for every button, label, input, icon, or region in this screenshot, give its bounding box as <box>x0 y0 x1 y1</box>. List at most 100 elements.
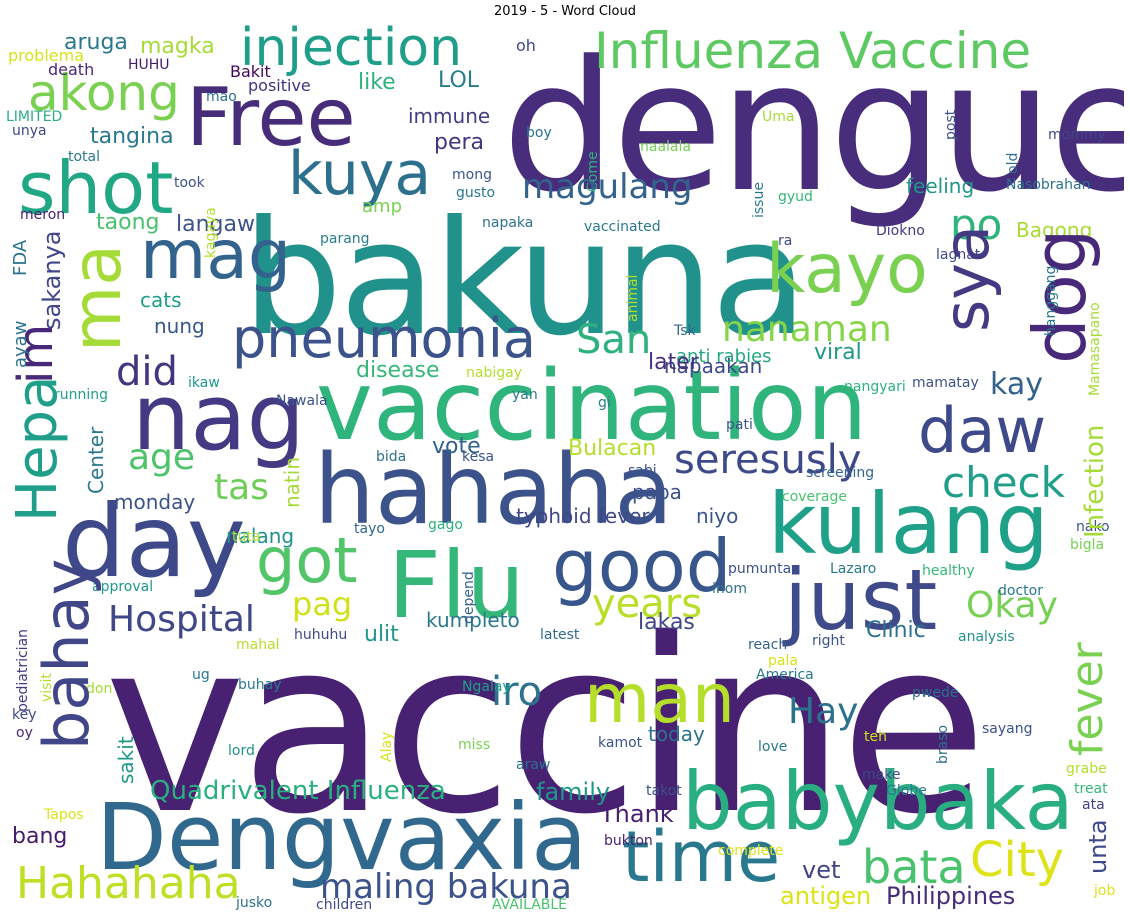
word-vertical: Mamasapano <box>1087 302 1103 396</box>
word-vertical: braso <box>935 724 951 764</box>
word: Nawala <box>276 393 328 409</box>
word: Clinic <box>866 618 926 643</box>
word: ikaw <box>188 375 220 391</box>
word: ulit <box>364 622 399 647</box>
word-vertical: Hepa <box>6 375 70 522</box>
word: kamot <box>598 735 643 751</box>
word: anti rabies <box>676 346 772 367</box>
word-vertical: Come <box>585 151 601 192</box>
word: Hospital <box>108 599 255 640</box>
word: right <box>812 633 845 649</box>
word: lord <box>228 743 255 759</box>
word-vertical: depend <box>461 571 477 624</box>
word: treat <box>1074 781 1108 797</box>
word: like <box>358 70 396 95</box>
word: Tsk <box>674 323 696 339</box>
word: approval <box>92 579 154 595</box>
word-vertical: visit <box>39 673 55 702</box>
word-vertical: sakit <box>114 736 138 784</box>
word: immune <box>408 104 491 128</box>
word: kayo <box>766 230 928 309</box>
word: LIMITED <box>6 109 63 125</box>
word: bigla <box>1070 537 1105 553</box>
word: vote <box>432 434 481 459</box>
word: kumpleto <box>426 608 520 632</box>
word: magulang <box>522 167 693 207</box>
word: vaccine <box>104 587 987 867</box>
word: latest <box>540 627 580 643</box>
word: gago <box>428 517 463 533</box>
word: injection <box>240 22 463 78</box>
word: napaakan <box>664 354 763 378</box>
word: kay <box>990 367 1043 402</box>
word: make <box>862 767 901 783</box>
word: sabi <box>628 463 657 479</box>
word: bang <box>12 824 68 849</box>
word: problema <box>8 46 85 65</box>
word: yan <box>512 387 538 403</box>
word: tayo <box>354 521 385 537</box>
word: mahal <box>236 637 280 653</box>
word: total <box>68 149 101 165</box>
word: taong <box>96 210 160 235</box>
word-vertical: fever <box>1062 642 1113 756</box>
word: vaccinated <box>584 219 661 235</box>
word: niyo <box>696 504 739 528</box>
word: mao <box>206 89 237 105</box>
word: nung <box>154 314 205 338</box>
word: San <box>576 317 652 363</box>
word: good <box>552 524 732 608</box>
word: day <box>62 483 246 600</box>
word: langaw <box>176 212 255 237</box>
word: meron <box>20 207 66 223</box>
word: don <box>86 681 113 697</box>
word: Nasobrahan <box>1006 177 1091 193</box>
word: mong <box>452 167 492 183</box>
word: typhoid fever <box>516 504 650 528</box>
word: aruga <box>64 30 128 55</box>
word: Bulacan <box>568 436 657 461</box>
word: bata <box>862 840 966 894</box>
word: Hay <box>788 691 859 732</box>
word: gusto <box>456 185 496 201</box>
word: LOL <box>438 68 480 93</box>
word-vertical: ayaw <box>10 320 31 368</box>
word: naalala <box>640 139 691 155</box>
word: papa <box>632 480 682 504</box>
word-vertical: sakanya <box>38 230 66 330</box>
word: gi <box>598 395 611 411</box>
word: tangina <box>90 124 174 149</box>
word: maling bakuna <box>320 867 572 907</box>
word: huhuhu <box>294 627 348 643</box>
word: babybaka <box>682 755 1074 848</box>
word: doctor <box>998 583 1043 599</box>
word: pag <box>292 585 353 623</box>
word: complete <box>718 843 784 859</box>
word: vet <box>802 856 841 884</box>
word-vertical: Infection <box>1080 424 1110 538</box>
word: boy <box>526 125 552 141</box>
word: nanaman <box>722 309 892 350</box>
word: screening <box>806 465 875 481</box>
word-vertical: sya <box>930 225 1003 332</box>
word: hahaha <box>314 434 674 546</box>
word: lagnat <box>936 247 981 263</box>
word: coverage <box>782 489 847 505</box>
word: teh <box>864 729 887 745</box>
word: Lazaro <box>830 561 877 577</box>
word-vertical: FDA <box>10 239 31 276</box>
word-vertical: old <box>1005 152 1021 174</box>
word: mamatay <box>912 375 979 391</box>
word-cloud: vaccine dengue bakuna vaccination hahaha… <box>6 22 1124 918</box>
word: vaccination <box>316 350 868 462</box>
word: kulang <box>768 475 1049 573</box>
word: pneumonia <box>232 307 536 370</box>
word: reach <box>748 637 788 653</box>
word: araw <box>516 757 551 773</box>
word: tas <box>214 467 269 508</box>
word: did <box>116 349 178 395</box>
word: nag <box>132 364 306 471</box>
word: death <box>48 60 95 79</box>
word: oy <box>16 725 33 741</box>
word: love <box>758 739 788 755</box>
